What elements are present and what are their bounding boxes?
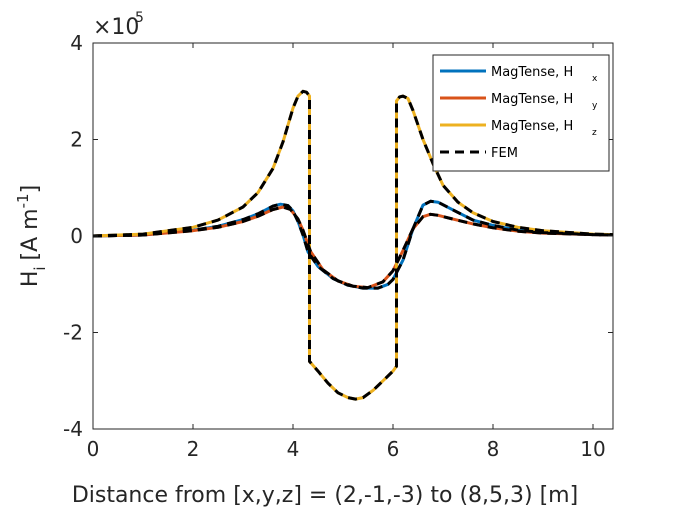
y-axis-label-close: ] [18, 185, 43, 194]
y-tick-label: 0 [70, 224, 83, 248]
y-ticks: -4 -2 0 2 4 [63, 31, 613, 441]
x-tick-label: 2 [187, 437, 200, 461]
x-tick-label: 8 [487, 437, 500, 461]
legend-label-sub: y [592, 101, 598, 111]
legend-label: MagTense, H [491, 65, 573, 80]
legend-label-sub: z [592, 128, 597, 138]
x-tick-label: 10 [580, 437, 605, 461]
legend-label-sub: x [592, 74, 598, 84]
series-line-fem [93, 199, 613, 290]
x-tick-label: 6 [387, 437, 400, 461]
legend-label: MagTense, H [491, 119, 573, 134]
y-multiplier-exponent: 5 [135, 10, 144, 26]
y-tick-label: -2 [63, 321, 83, 345]
x-tick-label: 4 [287, 437, 300, 461]
x-ticks: 0 2 4 6 8 10 [87, 43, 606, 461]
series-line-fem [93, 89, 613, 401]
y-tick-label: 4 [70, 31, 83, 55]
legend: MagTense, H x MagTense, H y MagTense, H z FEM [432, 54, 610, 172]
series-layer [93, 89, 613, 401]
y-tick-label: 2 [70, 128, 83, 152]
y-multiplier-base: ×10 [93, 15, 139, 40]
x-tick-label: 0 [87, 437, 100, 461]
series-line-fem [93, 205, 613, 290]
x-axis-label: Distance from [x,y,z] = (2,-1,-3) to (8,… [72, 483, 578, 508]
y-axis-label-exp: -1 [14, 193, 32, 208]
y-tick-label: -4 [63, 417, 83, 441]
y-axis-label-unit: [A m [18, 208, 43, 260]
svg-text:Hi[A m-1]: Hi [A m-1] [14, 185, 49, 287]
legend-label: FEM [491, 146, 518, 161]
y-axis-label: Hi [A m-1] [14, 185, 49, 287]
legend-entries: MagTense, H x MagTense, H y MagTense, H z FEM [440, 65, 598, 161]
y-axis-label-main: H [18, 271, 43, 288]
y-axis-label-sub: i [31, 266, 49, 270]
legend-label: MagTense, H [491, 92, 573, 107]
